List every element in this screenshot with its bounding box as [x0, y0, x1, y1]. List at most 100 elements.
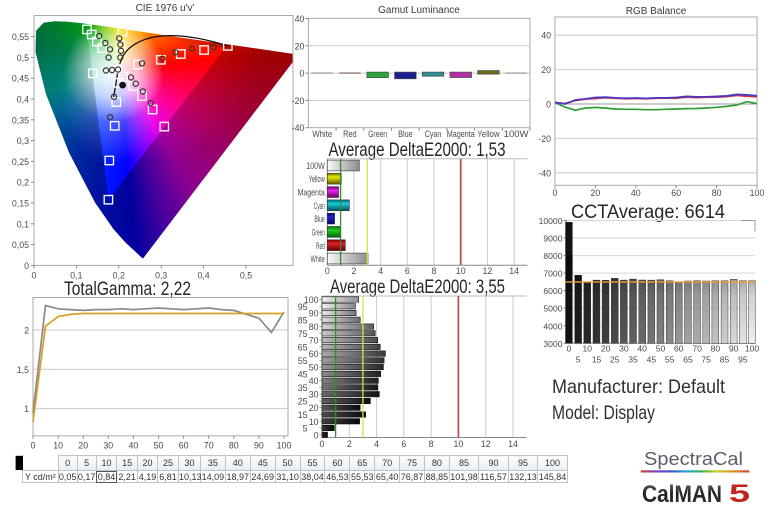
svg-text:0: 0	[31, 441, 36, 451]
svg-text:10: 10	[456, 266, 466, 276]
svg-text:20: 20	[78, 441, 88, 451]
svg-text:100: 100	[304, 295, 319, 305]
svg-text:0: 0	[299, 69, 304, 79]
svg-text:10: 10	[583, 344, 593, 354]
svg-text:100W: 100W	[504, 129, 530, 139]
svg-text:6000: 6000	[543, 286, 562, 296]
svg-text:-20: -20	[292, 96, 305, 106]
svg-text:Blue: Blue	[398, 129, 413, 139]
svg-text:85: 85	[298, 315, 308, 325]
svg-text:70: 70	[309, 336, 319, 346]
svg-text:20: 20	[591, 188, 601, 198]
svg-text:45: 45	[647, 355, 657, 365]
svg-text:35: 35	[298, 383, 308, 393]
svg-text:45: 45	[298, 369, 308, 379]
svg-text:65: 65	[298, 342, 308, 352]
svg-text:8000: 8000	[543, 251, 562, 261]
svg-text:10000: 10000	[539, 216, 563, 226]
svg-text:CIE 1976 u'v': CIE 1976 u'v'	[136, 3, 195, 14]
svg-text:10: 10	[309, 417, 319, 427]
svg-text:60: 60	[674, 344, 684, 354]
svg-text:0,55: 0,55	[12, 32, 29, 42]
svg-text:0: 0	[24, 261, 29, 271]
svg-text:7000: 7000	[543, 269, 562, 279]
svg-text:0,5: 0,5	[17, 53, 29, 63]
svg-text:14: 14	[509, 266, 519, 276]
svg-text:40: 40	[631, 188, 641, 198]
svg-text:0,1: 0,1	[17, 219, 29, 229]
svg-text:60: 60	[179, 441, 189, 451]
svg-text:0,35: 0,35	[12, 115, 29, 125]
svg-text:50: 50	[309, 363, 319, 373]
svg-text:90: 90	[309, 309, 319, 319]
svg-text:6: 6	[401, 439, 406, 449]
svg-text:Gamut Luminance: Gamut Luminance	[378, 5, 460, 16]
svg-text:0,5: 0,5	[240, 270, 252, 280]
svg-text:0: 0	[32, 270, 37, 280]
svg-text:0,4: 0,4	[17, 95, 29, 105]
svg-text:100: 100	[750, 188, 765, 198]
svg-text:30: 30	[619, 344, 629, 354]
svg-text:75: 75	[298, 329, 308, 339]
svg-text:95: 95	[298, 302, 308, 312]
svg-text:12: 12	[481, 439, 491, 449]
svg-text:15: 15	[298, 410, 308, 420]
svg-text:40: 40	[295, 14, 305, 24]
svg-text:-20: -20	[538, 134, 551, 144]
svg-text:2: 2	[352, 266, 357, 276]
svg-text:-40: -40	[538, 168, 551, 178]
svg-text:85: 85	[720, 355, 730, 365]
svg-text:0,45: 0,45	[12, 74, 29, 84]
svg-text:55: 55	[298, 356, 308, 366]
svg-text:3000: 3000	[543, 339, 562, 349]
svg-text:100: 100	[277, 441, 292, 451]
svg-text:Model: Display: Model: Display	[552, 402, 655, 424]
svg-text:Cyan: Cyan	[425, 129, 442, 139]
svg-text:15: 15	[592, 355, 602, 365]
svg-text:40: 40	[129, 441, 139, 451]
svg-text:SpectraCal: SpectraCal	[644, 449, 743, 469]
svg-text:100W: 100W	[306, 161, 325, 171]
svg-text:5: 5	[303, 424, 308, 434]
svg-text:White: White	[312, 129, 332, 139]
svg-text:0: 0	[553, 188, 558, 198]
svg-text:0: 0	[567, 344, 572, 354]
svg-text:White: White	[311, 254, 325, 264]
svg-text:25: 25	[298, 397, 308, 407]
svg-text:60: 60	[671, 188, 681, 198]
svg-text:100: 100	[745, 344, 760, 354]
svg-text:5: 5	[576, 355, 581, 365]
svg-text:Red: Red	[343, 129, 357, 139]
svg-text:40: 40	[637, 344, 647, 354]
svg-text:30: 30	[103, 441, 113, 451]
svg-text:4: 4	[378, 266, 383, 276]
svg-text:2: 2	[347, 439, 352, 449]
svg-text:-40: -40	[292, 123, 305, 133]
svg-text:0,3: 0,3	[155, 270, 167, 280]
svg-text:0,2: 0,2	[113, 270, 125, 280]
svg-text:95: 95	[738, 355, 748, 365]
svg-text:4: 4	[374, 439, 379, 449]
svg-text:14: 14	[508, 439, 518, 449]
svg-text:90: 90	[729, 344, 739, 354]
svg-text:60: 60	[309, 349, 319, 359]
svg-text:20: 20	[295, 41, 305, 51]
svg-text:90: 90	[254, 441, 264, 451]
svg-text:4000: 4000	[543, 321, 562, 331]
svg-text:0,4: 0,4	[197, 270, 209, 280]
svg-text:Green: Green	[368, 129, 387, 139]
svg-text:40: 40	[309, 376, 319, 386]
svg-text:8: 8	[432, 266, 437, 276]
svg-text:Average DeltaE2000: 1,53: Average DeltaE2000: 1,53	[329, 139, 506, 161]
svg-text:1: 1	[24, 404, 29, 414]
svg-text:50: 50	[656, 344, 666, 354]
svg-text:20: 20	[541, 65, 551, 75]
svg-text:Blue: Blue	[314, 214, 324, 224]
svg-text:30: 30	[309, 390, 319, 400]
svg-text:55: 55	[665, 355, 675, 365]
svg-text:0,1: 0,1	[70, 270, 82, 280]
svg-text:65: 65	[683, 355, 693, 365]
svg-text:1,5: 1,5	[17, 365, 29, 375]
svg-text:80: 80	[711, 344, 721, 354]
svg-text:Manufacturer: Default: Manufacturer: Default	[552, 376, 726, 398]
